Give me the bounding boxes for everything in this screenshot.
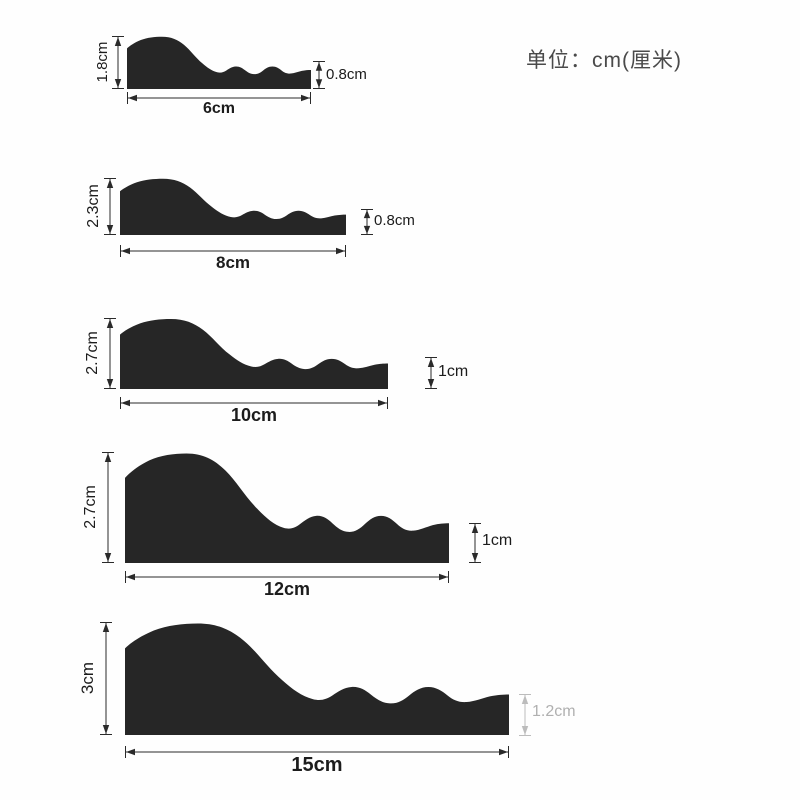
width-label: 12cm [263, 579, 311, 599]
width-dimension-line [125, 745, 509, 758]
thickness-dimension-line [361, 209, 373, 235]
width-label: 15cm [291, 754, 343, 776]
height-dimension-line [104, 318, 116, 389]
height-dimension-line [102, 452, 114, 563]
unit-label: 单位：cm(厘米) [526, 49, 682, 72]
thickness-dimension-line [469, 523, 481, 563]
width-dimension-line [127, 91, 311, 104]
width-label: 8cm [215, 253, 251, 272]
thickness-label: 1.2cm [532, 703, 576, 720]
thickness-label: 1cm [482, 532, 513, 549]
thickness-label: 0.8cm [326, 66, 367, 83]
width-dimension-line [120, 244, 346, 257]
width-label: 10cm [230, 405, 278, 425]
thickness-dimension-line [313, 61, 325, 89]
thickness-label: 1cm [438, 363, 469, 380]
height-dimension-line [112, 36, 124, 89]
width-label: 6cm [202, 100, 236, 117]
height-dimension-line [100, 622, 112, 735]
thickness-dimension-line [425, 357, 437, 389]
height-dimension-line [104, 178, 116, 235]
thickness-label: 0.8cm [374, 212, 415, 229]
width-dimension-line [125, 570, 449, 583]
width-dimension-line [120, 396, 388, 409]
thickness-dimension-line [519, 694, 531, 736]
wave-profile-shape [125, 623, 509, 735]
height-label: 3cm [78, 661, 97, 695]
